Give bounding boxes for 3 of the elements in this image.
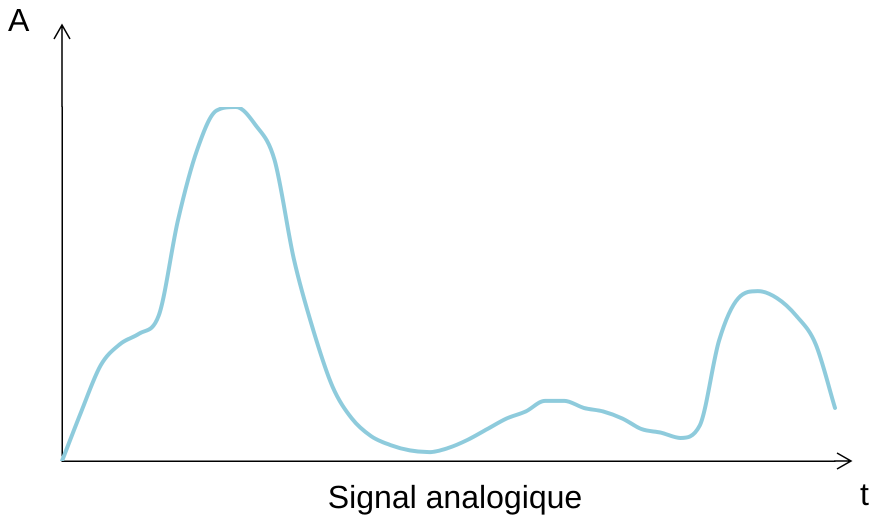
y-axis-title: A <box>8 2 30 38</box>
x-axis-title: t <box>860 476 869 512</box>
text: Signal analogique <box>328 479 582 515</box>
